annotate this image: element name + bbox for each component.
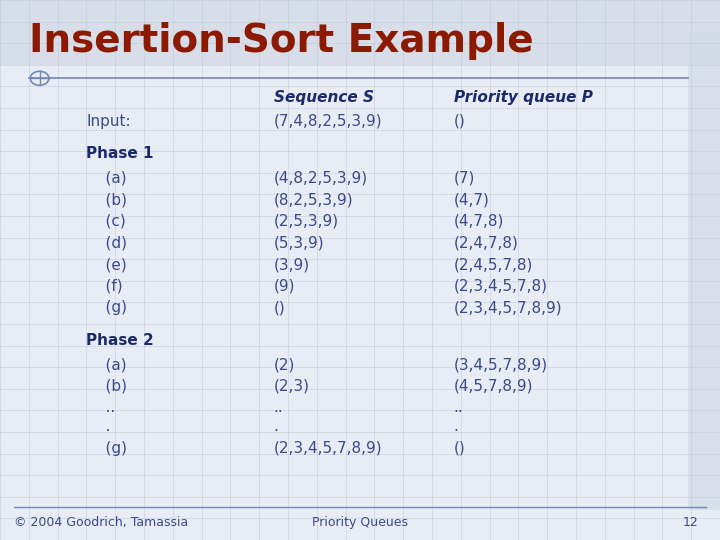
Text: (4,5,7,8,9): (4,5,7,8,9) <box>454 379 533 394</box>
Text: ..: .. <box>274 400 284 415</box>
Text: .: . <box>274 419 279 434</box>
Text: (3,4,5,7,8,9): (3,4,5,7,8,9) <box>454 357 548 372</box>
Text: (): () <box>274 300 285 315</box>
Text: Input:: Input: <box>86 114 131 129</box>
Text: ..: .. <box>86 400 116 415</box>
Text: (2,4,5,7,8): (2,4,5,7,8) <box>454 257 533 272</box>
Text: (2,3,4,5,7,8): (2,3,4,5,7,8) <box>454 279 548 294</box>
Text: (g): (g) <box>86 300 127 315</box>
Text: Insertion-Sort Example: Insertion-Sort Example <box>29 22 534 59</box>
Text: (e): (e) <box>86 257 127 272</box>
Text: ..: .. <box>454 400 464 415</box>
Bar <box>688 32 720 510</box>
Text: (2,5,3,9): (2,5,3,9) <box>274 214 338 229</box>
Text: (): () <box>454 114 465 129</box>
Text: 12: 12 <box>683 516 698 529</box>
Text: Priority queue P: Priority queue P <box>454 90 593 105</box>
Text: (2,3,4,5,7,8,9): (2,3,4,5,7,8,9) <box>454 300 562 315</box>
Text: Sequence S: Sequence S <box>274 90 374 105</box>
Text: Phase 1: Phase 1 <box>86 146 154 161</box>
Text: (4,8,2,5,3,9): (4,8,2,5,3,9) <box>274 171 368 186</box>
Text: (g): (g) <box>86 441 127 456</box>
Text: .: . <box>454 419 459 434</box>
Text: (2,4,7,8): (2,4,7,8) <box>454 235 518 251</box>
Text: (a): (a) <box>86 171 127 186</box>
Text: Phase 2: Phase 2 <box>86 333 154 348</box>
Text: (5,3,9): (5,3,9) <box>274 235 324 251</box>
Text: (a): (a) <box>86 357 127 372</box>
Text: (b): (b) <box>86 379 127 394</box>
Text: (7,4,8,2,5,3,9): (7,4,8,2,5,3,9) <box>274 114 382 129</box>
Text: (2): (2) <box>274 357 295 372</box>
Text: (2,3,4,5,7,8,9): (2,3,4,5,7,8,9) <box>274 441 382 456</box>
Text: Priority Queues: Priority Queues <box>312 516 408 529</box>
Text: (4,7,8): (4,7,8) <box>454 214 504 229</box>
Text: .: . <box>86 419 111 434</box>
Text: © 2004 Goodrich, Tamassia: © 2004 Goodrich, Tamassia <box>14 516 189 529</box>
Text: (c): (c) <box>86 214 126 229</box>
Text: (): () <box>454 441 465 456</box>
Text: (9): (9) <box>274 279 295 294</box>
Bar <box>0 0 720 65</box>
Text: (7): (7) <box>454 171 475 186</box>
Text: (d): (d) <box>86 235 127 251</box>
Text: (b): (b) <box>86 192 127 207</box>
Text: (f): (f) <box>86 279 123 294</box>
Text: (8,2,5,3,9): (8,2,5,3,9) <box>274 192 354 207</box>
Text: (3,9): (3,9) <box>274 257 310 272</box>
Text: (2,3): (2,3) <box>274 379 310 394</box>
Text: (4,7): (4,7) <box>454 192 490 207</box>
